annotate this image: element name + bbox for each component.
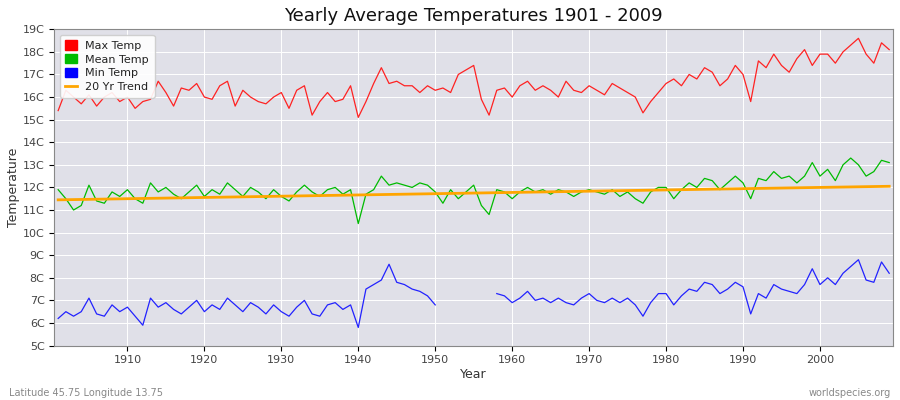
Legend: Max Temp, Mean Temp, Min Temp, 20 Yr Trend: Max Temp, Mean Temp, Min Temp, 20 Yr Tre… xyxy=(60,35,155,98)
Text: Latitude 45.75 Longitude 13.75: Latitude 45.75 Longitude 13.75 xyxy=(9,388,163,398)
X-axis label: Year: Year xyxy=(461,368,487,381)
Title: Yearly Average Temperatures 1901 - 2009: Yearly Average Temperatures 1901 - 2009 xyxy=(284,7,663,25)
Y-axis label: Temperature: Temperature xyxy=(7,148,20,227)
Text: worldspecies.org: worldspecies.org xyxy=(809,388,891,398)
